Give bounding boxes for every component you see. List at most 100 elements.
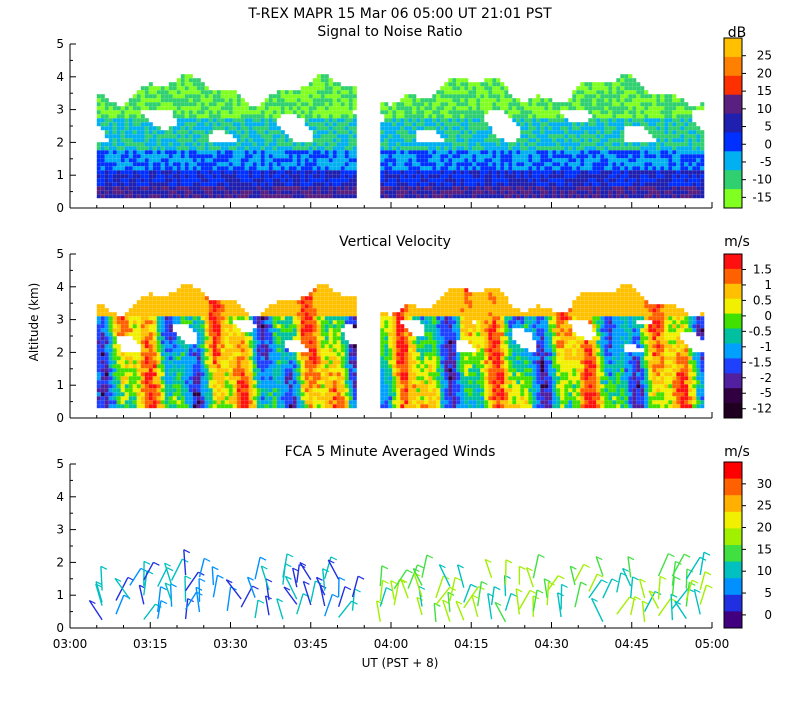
heatmap-cell — [221, 388, 225, 392]
heatmap-cell — [189, 134, 193, 138]
heatmap-cell — [297, 178, 301, 182]
heatmap-cell — [468, 162, 472, 166]
heatmap-cell — [153, 150, 157, 154]
heatmap-cell — [416, 194, 420, 198]
heatmap-cell — [616, 186, 620, 190]
heatmap-cell — [428, 110, 432, 114]
heatmap-cell — [301, 110, 305, 114]
heatmap-cell — [229, 352, 233, 356]
heatmap-cell — [217, 158, 221, 162]
heatmap-cell — [560, 150, 564, 154]
heatmap-cell — [317, 174, 321, 178]
heatmap-cell — [432, 106, 436, 110]
heatmap-cell — [145, 340, 149, 344]
heatmap-cell — [257, 328, 261, 332]
heatmap-cell — [440, 142, 444, 146]
heatmap-cell — [676, 98, 680, 102]
heatmap-cell — [137, 118, 141, 122]
heatmap-cell — [384, 106, 388, 110]
heatmap-cell — [233, 182, 237, 186]
heatmap-cell — [181, 78, 185, 82]
heatmap-cell — [388, 118, 392, 122]
heatmap-cell — [261, 392, 265, 396]
heatmap-cell — [592, 126, 596, 130]
heatmap-cell — [265, 372, 269, 376]
heatmap-cell — [664, 150, 668, 154]
heatmap-cell — [536, 182, 540, 186]
heatmap-cell — [125, 154, 129, 158]
heatmap-cell — [564, 150, 568, 154]
heatmap-cell — [436, 158, 440, 162]
heatmap-cell — [412, 178, 416, 182]
heatmap-cell — [137, 356, 141, 360]
heatmap-cell — [229, 356, 233, 360]
heatmap-cell — [440, 102, 444, 106]
heatmap-cell — [584, 154, 588, 158]
heatmap-cell — [265, 150, 269, 154]
heatmap-cell — [412, 162, 416, 166]
heatmap-cell — [532, 106, 536, 110]
heatmap-cell — [672, 126, 676, 130]
heatmap-cell — [153, 340, 157, 344]
heatmap-cell — [524, 130, 528, 134]
heatmap-cell — [520, 166, 524, 170]
heatmap-cell — [221, 316, 225, 320]
heatmap-cell — [161, 376, 165, 380]
heatmap-cell — [161, 304, 165, 308]
heatmap-cell — [217, 114, 221, 118]
heatmap-cell — [265, 130, 269, 134]
heatmap-cell — [225, 376, 229, 380]
heatmap-cell — [628, 182, 632, 186]
heatmap-cell — [129, 372, 133, 376]
heatmap-cell — [297, 110, 301, 114]
heatmap-cell — [652, 178, 656, 182]
heatmap-cell — [492, 82, 496, 86]
heatmap-cell — [249, 110, 253, 114]
heatmap-cell — [129, 186, 133, 190]
heatmap-cell — [113, 138, 117, 142]
heatmap-cell — [349, 182, 353, 186]
heatmap-cell — [472, 118, 476, 122]
heatmap-cell — [604, 90, 608, 94]
heatmap-cell — [289, 158, 293, 162]
heatmap-cell — [105, 364, 109, 368]
heatmap-cell — [129, 404, 133, 408]
heatmap-cell — [201, 376, 205, 380]
heatmap-cell — [249, 332, 253, 336]
heatmap-cell — [688, 122, 692, 126]
heatmap-cell — [680, 190, 684, 194]
heatmap-cell — [624, 86, 628, 90]
heatmap-cell — [604, 146, 608, 150]
heatmap-cell — [177, 102, 181, 106]
heatmap-cell — [133, 158, 137, 162]
heatmap-cell — [500, 142, 504, 146]
heatmap-cell — [101, 324, 105, 328]
heatmap-cell — [193, 320, 197, 324]
heatmap-cell — [185, 138, 189, 142]
heatmap-cell — [680, 102, 684, 106]
heatmap-cell — [261, 154, 265, 158]
heatmap-cell — [109, 134, 113, 138]
heatmap-cell — [620, 82, 624, 86]
heatmap-cell — [353, 174, 357, 178]
heatmap-cell — [117, 142, 121, 146]
heatmap-cell — [133, 146, 137, 150]
heatmap-cell — [185, 166, 189, 170]
heatmap-cell — [500, 186, 504, 190]
heatmap-cell — [628, 166, 632, 170]
heatmap-cell — [249, 348, 253, 352]
heatmap-cell — [189, 182, 193, 186]
heatmap-cell — [496, 82, 500, 86]
heatmap-cell — [185, 396, 189, 400]
heatmap-cell — [520, 146, 524, 150]
heatmap-cell — [333, 138, 337, 142]
heatmap-cell — [189, 190, 193, 194]
heatmap-cell — [329, 134, 333, 138]
heatmap-cell — [209, 178, 213, 182]
heatmap-cell — [113, 146, 117, 150]
heatmap-cell — [337, 146, 341, 150]
heatmap-cell — [608, 122, 612, 126]
heatmap-cell — [273, 150, 277, 154]
heatmap-cell — [684, 114, 688, 118]
